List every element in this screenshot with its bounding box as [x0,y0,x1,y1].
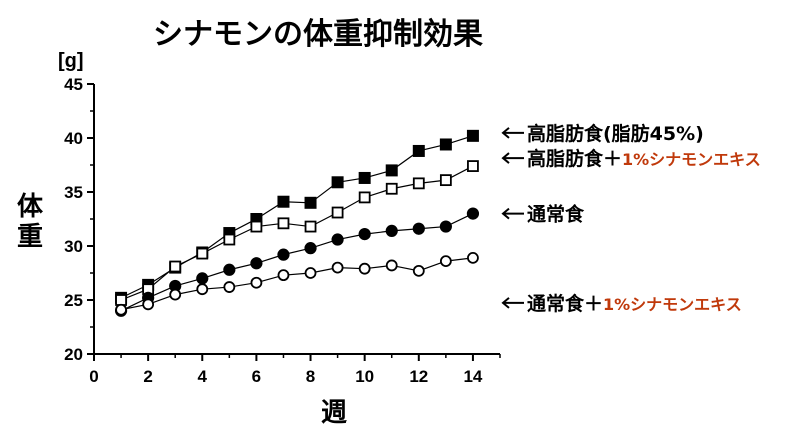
data-point [439,255,452,268]
data-point [115,303,127,316]
data-point [304,242,317,255]
data-point [250,220,263,233]
legend-label-accent: 1%シナモンエキス [622,150,761,169]
y-tick-label: 20 [64,345,83,364]
data-point [358,191,371,204]
legend-label-main: 通常食 [527,203,585,226]
data-point [277,195,290,208]
series-2 [115,160,479,306]
legend-entry-4: 通常食＋1%シナモンエキス [501,292,742,315]
data-point [412,222,425,235]
data-point [358,171,371,184]
legend-arrow-head [501,207,510,220]
y-tick-label: 45 [64,75,83,94]
legend-label: 通常食＋1%シナモンエキス [527,292,742,315]
legend-label: 高脂肪食＋1%シナモンエキス [527,147,761,170]
data-point [412,264,425,277]
data-point [385,259,398,272]
data-point [385,182,398,195]
x-tick-label: 8 [306,367,315,386]
data-point [169,260,182,273]
data-point [196,247,209,260]
y-axis-title: 体重 [17,192,44,252]
x-tick-label: 2 [143,367,152,386]
data-point [412,144,425,157]
data-point [385,164,398,177]
data-point [385,224,398,237]
y-tick-label: 25 [64,291,83,310]
y-unit-label: [g] [58,50,84,72]
y-tick-label: 35 [64,183,83,202]
x-tick-label: 0 [89,367,98,386]
data-point [196,283,209,296]
data-point [466,129,479,142]
data-point [439,174,452,187]
y-axis-title-char: 体 [17,192,44,222]
legend-entry-2: 高脂肪食＋1%シナモンエキス [501,147,761,170]
series-4 [115,251,479,316]
data-point [304,267,317,279]
y-tick-label: 40 [64,129,83,148]
data-point [250,276,263,289]
data-point [223,281,236,293]
data-point [439,220,452,233]
data-point [304,220,317,233]
legend: 高脂肪食(脂肪45%)高脂肪食＋1%シナモンエキス通常食通常食＋1%シナモンエキ… [501,122,761,315]
x-tick-label: 14 [463,367,482,386]
data-point [439,138,452,151]
data-point [115,294,127,306]
legend-label-main: 通常食＋ [527,292,603,315]
x-tick-label: 6 [252,367,261,386]
x-tick-label: 10 [355,367,374,386]
data-point [412,177,425,190]
x-tick-label: 12 [409,367,428,386]
data-point [466,207,480,220]
data-point [277,269,290,282]
data-point [277,217,290,230]
data-point [331,261,344,274]
data-point [358,228,371,241]
data-point [196,272,209,285]
legend-label: 高脂肪食(脂肪45%) [527,122,704,145]
legend-arrow-head [501,297,510,309]
y-tick-label: 30 [64,237,83,256]
y-axis-title-char: 重 [17,222,43,252]
data-point [358,262,371,275]
data-point [223,263,236,276]
data-point [169,288,182,301]
legend-arrow-head [501,152,510,164]
data-point [250,257,263,270]
data-point [467,251,479,264]
series-3 [114,207,480,317]
legend-entry-1: 高脂肪食(脂肪45%) [501,122,704,145]
x-tick-label: 4 [198,367,208,386]
data-point [142,298,155,311]
legend-label: 通常食 [527,203,585,226]
series-layer [114,129,480,317]
legend-arrow-head [501,127,510,139]
chart-title: シナモンの体重抑制効果 [153,17,483,52]
axes: 20 25 30 35 40 45 0 2 4 6 8 10 12 14 [64,75,501,386]
data-point [223,233,236,246]
data-point [277,248,290,261]
data-point [331,233,344,246]
legend-entry-3: 通常食 [501,203,585,226]
data-point [304,196,317,209]
legend-label-main: 高脂肪食(脂肪45%) [527,122,704,145]
legend-label-main: 高脂肪食＋ [527,147,622,170]
series-1 [115,129,479,304]
data-point [331,176,344,189]
data-point [467,160,479,172]
legend-label-accent: 1%シナモンエキス [603,295,742,314]
x-axis-title: 週 [321,398,347,428]
data-point [331,206,344,219]
